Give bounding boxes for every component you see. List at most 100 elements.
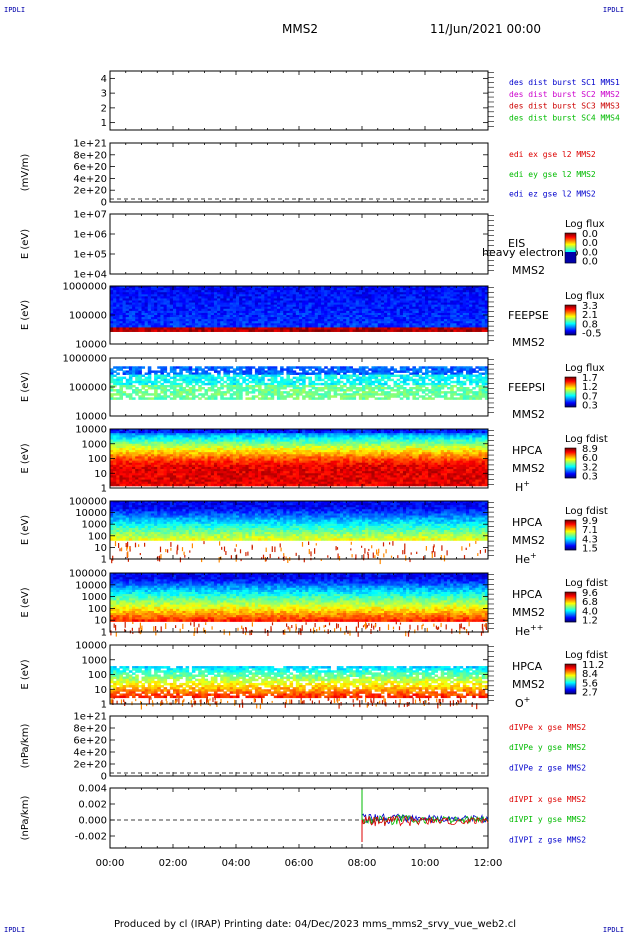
y-axis-label: E (eV) [20,659,31,689]
instrument-label: EIS [508,237,525,250]
colorbar-tick: 1.2 [582,616,598,627]
panel-hpca-h: 10000 1000 100 10 1 E (eV) HPCA MMS2 H+ Log fdist… [20,425,608,495]
series-label: dIVPe z gse MMS2 [509,763,586,772]
y-tick-label: 10 [94,469,107,480]
y-tick-label: 100 [88,604,107,615]
series-label: des dist burst SC3 MMS3 [509,102,620,111]
y-tick-label: 4e+20 [73,174,107,185]
y-tick-label: 1000000 [62,354,107,365]
y-axis-label: E (eV) [20,443,31,473]
y-tick-label: 6e+20 [73,736,107,747]
colorbar-tick: 1.5 [582,544,598,555]
plot-date: 11/Jun/2021 00:00 [430,22,542,36]
x-tick-label: 12:00 [474,858,503,869]
instrument-label: HPCA [512,588,543,601]
footer-credits: Produced by cl (IRAP) Printing date: 04/… [114,919,516,930]
colorbar-tick: 2.7 [582,688,598,699]
y-tick-label: 10 [94,685,107,696]
series-label: edi ez gse l2 MMS2 [509,190,596,199]
colorbar-tick: 7.1 [582,525,598,536]
spacecraft-label: MMS2 [512,606,545,619]
y-tick-label: 10000 [75,641,107,652]
species-label: He++ [515,623,543,638]
y-tick-label: 2e+20 [73,760,107,771]
series-label: edi ey gse l2 MMS2 [509,170,596,179]
colorbar-tick: 0.8 [582,319,598,330]
colorbar-tick: 1.7 [582,373,598,384]
y-tick-label: 10000 [75,425,107,436]
colorbar-tick: 4.3 [582,534,598,545]
y-tick-label: 1e+04 [73,270,107,281]
colorbar-title: Log flux [565,363,605,374]
corner-mark-top-right: IPDLI [602,6,624,14]
x-tick-label: 06:00 [285,858,314,869]
spacecraft-label: MMS2 [512,462,545,475]
y-axis-label: (mV/m) [20,154,31,192]
y-tick-label: 6e+20 [73,162,107,173]
colorbar [564,232,577,264]
colorbar [564,519,577,551]
instrument-label: HPCA [512,444,543,457]
series-label: dIVPe x gse MMS2 [509,723,586,732]
spacecraft-label: MMS2 [512,336,545,349]
panel-feepsi: 1000000 100000 10000 E (eV) FEEPSI MMS2 Log fl… [20,354,605,423]
panel-frame [109,142,489,203]
y-tick-label: 1e+21 [73,139,107,150]
panel-divpi: 0.004 0.002 0.000 -0.002 (nPa/km) dIVPI x gse… [20,784,586,849]
series-label: dIVPI z gse MMS2 [509,835,586,844]
y-tick-label: 1 [101,484,107,495]
y-tick-label: 1 [101,700,107,711]
colorbar-title: Log fdist [565,434,608,445]
y-tick-label: 2e+20 [73,186,107,197]
y-tick-label: 10000 [75,508,107,519]
spacecraft-label: MMS2 [512,534,545,547]
y-axis-label: E (eV) [20,515,31,545]
colorbar [564,376,577,408]
y-tick-label: 100000 [69,311,107,322]
x-tick-label: 08:00 [348,858,377,869]
corner-mark-bottom-right: IPDLI [602,926,624,934]
colorbar-tick: 5.6 [582,678,598,689]
colorbar-tick: 8.4 [582,669,598,680]
x-tick-label: 10:00 [411,858,440,869]
instrument-label: FEEPSI [508,381,545,394]
colorbar-tick: 6.8 [582,597,598,608]
y-tick-label: 1 [101,628,107,639]
y-tick-label: 100000 [69,497,107,508]
y-tick-label: 8e+20 [73,150,107,161]
overlay-text: heavy electron to [482,246,579,259]
y-axis-label: (nPa/km) [20,724,31,769]
y-tick-label: 1 [101,555,107,566]
spacecraft-label: MMS2 [512,264,545,277]
colorbar-tick: 0.0 [582,247,598,258]
x-tick-label: 04:00 [222,858,251,869]
y-tick-label: 100000 [69,569,107,580]
y-tick-label: 1e+05 [73,250,107,261]
y-tick-label: 1 [101,118,107,129]
colorbar-title: Log flux [565,219,605,230]
colorbar-tick: 3.2 [582,462,598,473]
colorbar-tick: 2.1 [582,310,598,321]
x-tick-label: 02:00 [159,858,188,869]
y-tick-label: 0.002 [78,800,107,811]
panel-eis: 1e+07 1e+06 1e+05 1e+04 E (eV) EIS MMS2 heavy e… [20,210,605,281]
colorbar-tick: 4.0 [582,606,598,617]
y-tick-label: 4 [101,74,107,85]
colorbar [564,591,577,623]
colorbar-tick: 6.0 [582,453,598,464]
y-tick-label: 1000000 [62,282,107,293]
y-tick-label: 0.004 [78,784,107,795]
colorbar-tick: 0.0 [582,257,598,268]
y-tick-label: 1000 [82,592,107,603]
series-label: dIVPI y gse MMS2 [509,815,586,824]
y-tick-label: 10000 [75,412,107,423]
corner-mark-top-left: IPDLI [4,6,26,14]
instrument-label: HPCA [512,660,543,673]
colorbar-tick: 9.6 [582,588,598,599]
species-label: O+ [515,695,530,710]
y-tick-label: 4e+20 [73,748,107,759]
y-tick-label: 1000 [82,655,107,666]
